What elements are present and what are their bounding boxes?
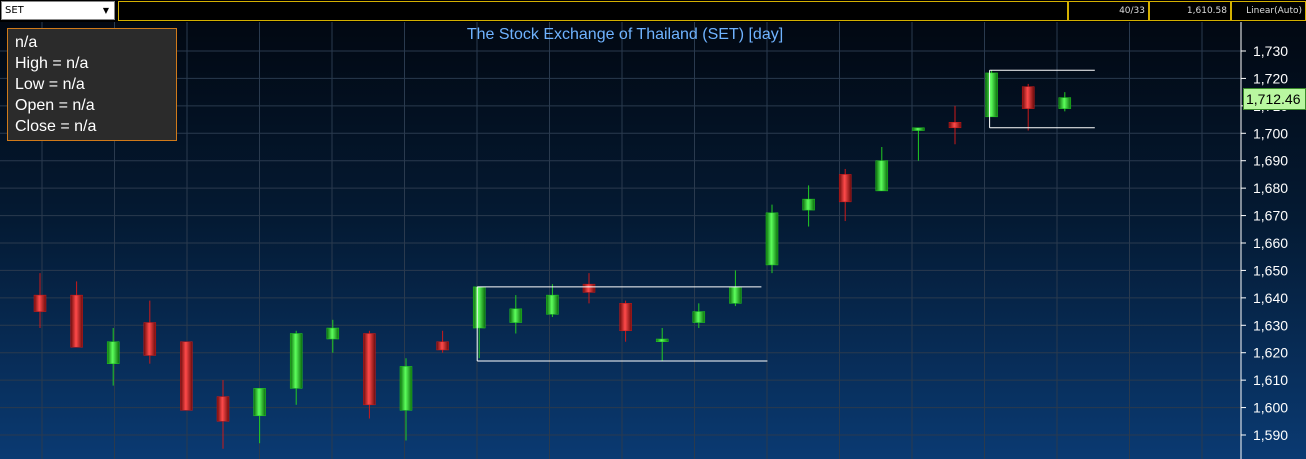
y-tick-label: 1,650 bbox=[1253, 262, 1288, 278]
y-tick-label: 1,640 bbox=[1253, 290, 1288, 306]
symbol-value: SET bbox=[5, 5, 24, 16]
candle-body-up bbox=[912, 127, 925, 131]
candle-body-down bbox=[33, 294, 47, 312]
chart-title: The Stock Exchange of Thailand (SET) [da… bbox=[466, 26, 784, 43]
candle-body-up bbox=[106, 341, 120, 364]
candle-body-up bbox=[692, 311, 706, 323]
candle-body-up bbox=[472, 286, 486, 329]
candle-body-down bbox=[948, 122, 962, 129]
candle-body-up bbox=[289, 333, 303, 389]
ohlc-info-box: n/a High = n/a Low = n/a Open = n/a Clos… bbox=[7, 28, 177, 141]
info-open: Open = n/a bbox=[15, 97, 95, 114]
y-tick-label: 1,600 bbox=[1253, 400, 1288, 416]
y-tick-label: 1,680 bbox=[1253, 180, 1288, 196]
candle-body-up bbox=[765, 212, 779, 266]
candle-body-up bbox=[729, 286, 742, 304]
candle-body-up bbox=[1058, 97, 1072, 109]
candle-body-down bbox=[1021, 86, 1035, 109]
candle-body-up bbox=[875, 160, 889, 192]
candle-body-up bbox=[546, 294, 559, 315]
y-tick-label: 1,690 bbox=[1253, 153, 1288, 169]
candle-body-up bbox=[802, 198, 815, 211]
candle-body-down bbox=[216, 396, 230, 422]
y-tick-label: 1,610 bbox=[1253, 372, 1288, 388]
chevron-down-icon[interactable]: ▼ bbox=[102, 6, 110, 15]
toolbar-blank-field bbox=[118, 1, 1068, 21]
info-low: Low = n/a bbox=[15, 76, 85, 93]
y-tick-label: 1,620 bbox=[1253, 345, 1288, 361]
candle-body-down bbox=[619, 303, 632, 332]
candle-body-down bbox=[838, 174, 852, 203]
last-price-label: 1,712.46 bbox=[1243, 88, 1306, 111]
scale-mode[interactable]: Linear(Auto) bbox=[1231, 1, 1306, 21]
y-tick-label: 1,630 bbox=[1253, 317, 1288, 333]
candle-body-up bbox=[253, 388, 266, 417]
cursor-value: 1,610.58 bbox=[1149, 1, 1231, 21]
symbol-select[interactable]: SET ▼ bbox=[1, 1, 115, 20]
y-tick-label: 1,730 bbox=[1253, 43, 1288, 59]
candle-body-down bbox=[363, 333, 376, 406]
info-high: High = n/a bbox=[15, 55, 89, 72]
info-label: n/a bbox=[15, 34, 38, 51]
bar-counter: 40/33 bbox=[1068, 1, 1149, 21]
candle-body-up bbox=[326, 327, 340, 340]
y-tick-label: 1,700 bbox=[1253, 125, 1288, 141]
chart-area[interactable] bbox=[0, 22, 1306, 459]
candle-body-up bbox=[985, 72, 998, 118]
candle-body-up bbox=[655, 338, 669, 342]
info-close: Close = n/a bbox=[15, 118, 97, 135]
candle-body-up bbox=[509, 308, 523, 323]
candle-body-down bbox=[180, 341, 193, 411]
candle-body-down bbox=[582, 283, 596, 293]
y-tick-label: 1,590 bbox=[1253, 427, 1288, 443]
candle-body-down bbox=[436, 341, 449, 351]
y-tick-label: 1,660 bbox=[1253, 235, 1288, 251]
y-tick-label: 1,670 bbox=[1253, 208, 1288, 224]
candle-body-up bbox=[399, 366, 413, 411]
candle-body-down bbox=[143, 322, 157, 356]
candle-body-down bbox=[70, 294, 83, 348]
top-toolbar: SET ▼ 40/33 1,610.58 Linear(Auto) bbox=[0, 0, 1306, 22]
y-tick-label: 1,720 bbox=[1253, 70, 1288, 86]
